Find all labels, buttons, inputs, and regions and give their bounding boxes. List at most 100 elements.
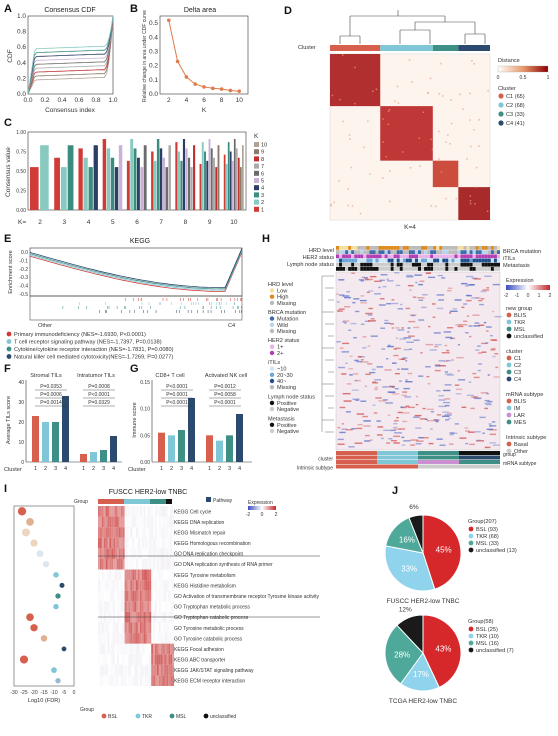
heat-cell <box>337 443 345 445</box>
annotation-cell <box>448 267 452 271</box>
heat-cell <box>105 569 108 581</box>
annotation-cell <box>493 258 497 263</box>
annotation-cell <box>472 262 476 267</box>
annotation-cell <box>375 258 379 263</box>
delta-point <box>219 87 224 91</box>
heat-cell <box>122 633 125 644</box>
fdr-dot <box>55 593 61 599</box>
pie-group-title: Group(58) <box>468 619 494 625</box>
pathway-label: KEGG ABC transporter <box>174 658 226 664</box>
consensus-bar <box>185 148 188 210</box>
fdr-dot <box>26 518 34 526</box>
heat-cell <box>436 438 443 440</box>
heat-cell <box>444 384 452 386</box>
annotation-cell <box>484 262 488 267</box>
x-tick-label: 8 <box>184 219 188 226</box>
heat-cell <box>120 580 123 591</box>
heat-cell <box>139 590 142 602</box>
heat-cell <box>111 601 114 612</box>
heat-cell <box>422 407 426 410</box>
heat-cell <box>369 371 376 374</box>
heat-cell <box>172 675 174 686</box>
heat-cell <box>362 336 367 338</box>
heat-cell <box>407 372 413 375</box>
heat-cell <box>480 298 485 300</box>
matrix-speckle <box>459 93 461 96</box>
heat-cell <box>395 337 399 339</box>
consensus-bar <box>83 157 88 210</box>
x-tick-label: 3 <box>54 466 57 472</box>
x-tick-label: 2 <box>170 466 173 472</box>
y-tick-label: 0.00 <box>16 208 26 214</box>
annotation-cell <box>372 258 376 263</box>
annotation-cell <box>475 254 479 259</box>
heat-cell <box>139 664 142 676</box>
heat-cell <box>132 506 135 517</box>
annotation-cell <box>424 246 428 250</box>
heat-cell <box>484 446 491 449</box>
annotation-cell <box>339 267 343 271</box>
group-legend-label: TKR <box>142 714 152 720</box>
heat-cell <box>155 675 157 686</box>
fdr-dot <box>55 678 61 684</box>
heat-cell <box>160 548 163 559</box>
heat-cell <box>380 437 384 440</box>
heat-cell <box>155 664 157 676</box>
legend-title: HRD level <box>268 282 293 288</box>
heat-cell <box>147 506 150 517</box>
annotation-cell <box>348 258 352 263</box>
heat-cell <box>374 388 378 391</box>
heat-cell <box>478 352 482 354</box>
heat-cell <box>143 580 146 591</box>
legend-dot <box>506 369 512 375</box>
heat-cell <box>139 654 142 665</box>
heat-cell <box>158 580 161 591</box>
panel-g-yticks: 0.000.050.100.15 <box>140 380 150 466</box>
heat-cell <box>351 389 359 391</box>
matrix-speckle <box>354 102 356 105</box>
heat-cell <box>160 569 163 581</box>
heat-cell <box>380 327 386 329</box>
x-tick-label: 3 <box>102 466 105 472</box>
heat-cell <box>137 558 140 570</box>
heat-cell <box>166 675 169 686</box>
heat-cell <box>365 373 371 375</box>
heat-cell <box>162 622 165 634</box>
matrix-speckle <box>445 197 447 200</box>
gsea-curve <box>29 248 243 289</box>
legend-label: 10 <box>261 143 267 149</box>
heat-cell <box>118 516 121 528</box>
stat-label: P=0.0008 <box>88 384 110 390</box>
annotation-cell <box>348 267 352 271</box>
annotation-cell <box>390 262 394 267</box>
annotation-cell <box>433 254 437 259</box>
panel-c-ylabel: Consensus value <box>5 147 12 197</box>
heat-cell <box>486 287 490 289</box>
heat-cell <box>418 319 425 321</box>
expression-tick: -2 <box>246 512 251 518</box>
heat-cell <box>426 375 430 378</box>
x-tick-label: 4 <box>185 97 189 104</box>
heat-cell <box>458 379 466 381</box>
heat-cell <box>476 440 485 442</box>
heat-cell <box>111 548 114 559</box>
consensus-bar <box>210 148 213 210</box>
panel-i-dots <box>17 507 67 684</box>
heat-cell <box>494 315 502 318</box>
panel-label-b: B <box>130 3 138 15</box>
annotation-cell <box>454 258 458 263</box>
fdr-dot <box>40 635 48 642</box>
heat-cell <box>160 537 163 549</box>
heat-cell <box>153 548 155 559</box>
heat-cell <box>360 361 369 363</box>
heat-cell <box>120 622 123 634</box>
panel-i-legend: BSL TKR MSL unclassified <box>101 713 236 720</box>
annotation-cell <box>375 267 379 271</box>
matrix-speckle <box>354 66 356 69</box>
heat-cell <box>490 349 496 351</box>
heat-cell <box>141 569 144 581</box>
heat-cell <box>166 664 169 676</box>
heat-cell <box>467 315 470 317</box>
annotation-cell <box>478 250 482 254</box>
panel-d-cluster-bar <box>330 45 490 51</box>
